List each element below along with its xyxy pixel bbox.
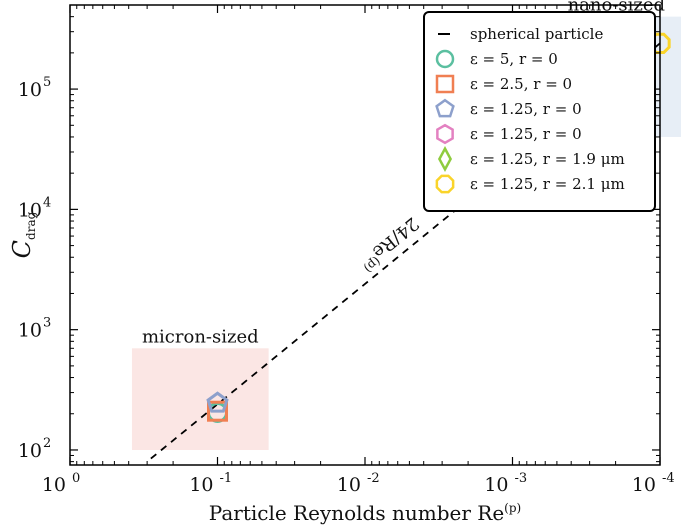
y-tick-exp-1: 3 <box>43 316 51 331</box>
y-tick-exp-0: 2 <box>43 436 51 451</box>
x-tick-label-0: 10 <box>632 474 656 496</box>
y-tick-label-1: 10 <box>18 320 42 342</box>
legend-marker-5 <box>435 174 455 194</box>
axis-labels: Particle Reynolds number Re(p) Cdrag <box>8 211 521 525</box>
point-series-1-0 <box>207 400 228 422</box>
legend-marker-2 <box>435 98 455 118</box>
point-series-2-0 <box>206 391 229 413</box>
region-label-1: micron-sized <box>142 326 259 347</box>
legend-label-3: ε = 1.25, r = 0 <box>470 125 582 143</box>
legend-marker-1 <box>435 74 455 94</box>
y-tick-label-2: 10 <box>18 199 42 221</box>
y-tick-exp-3: 5 <box>43 75 51 90</box>
x-tick-exp-4: 0 <box>72 471 80 486</box>
legend: spherical particle ε = 5, r = 0 ε = 2.5, r… <box>423 11 656 212</box>
x-tick-label-3: 10 <box>189 474 213 496</box>
x-tick-exp-0: -4 <box>662 471 675 486</box>
x-tick-exp-2: -2 <box>367 471 380 486</box>
legend-label-4: ε = 1.25, r = 1.9 μm <box>470 150 625 168</box>
legend-label-0: ε = 5, r = 0 <box>470 50 558 68</box>
legend-marker-0 <box>435 49 455 69</box>
region-1 <box>131 348 269 450</box>
legend-label-reference: spherical particle <box>470 25 603 43</box>
x-tick-label-2: 10 <box>337 474 361 496</box>
legend-label-5: ε = 1.25, r = 2.1 μm <box>470 175 625 193</box>
legend-marker-4 <box>437 145 453 173</box>
legend-marker-3 <box>436 123 454 145</box>
y-axis-label: Cdrag <box>8 211 38 258</box>
legend-box <box>423 11 656 212</box>
x-tick-label-4: 10 <box>42 474 66 496</box>
axis-ticks: 10 -410 -310 -210 -110 010 210 310 410 5 <box>18 5 675 496</box>
legend-label-1: ε = 2.5, r = 0 <box>470 75 572 93</box>
legend-label-2: ε = 1.25, r = 0 <box>470 100 582 118</box>
y-tick-label-0: 10 <box>18 440 42 462</box>
x-tick-exp-3: -1 <box>220 471 233 486</box>
y-tick-exp-2: 4 <box>43 195 51 210</box>
y-tick-label-3: 10 <box>18 79 42 101</box>
x-tick-exp-1: -3 <box>515 471 528 486</box>
x-axis-label: Particle Reynolds number Re(p) <box>209 501 521 525</box>
x-tick-label-1: 10 <box>484 474 508 496</box>
